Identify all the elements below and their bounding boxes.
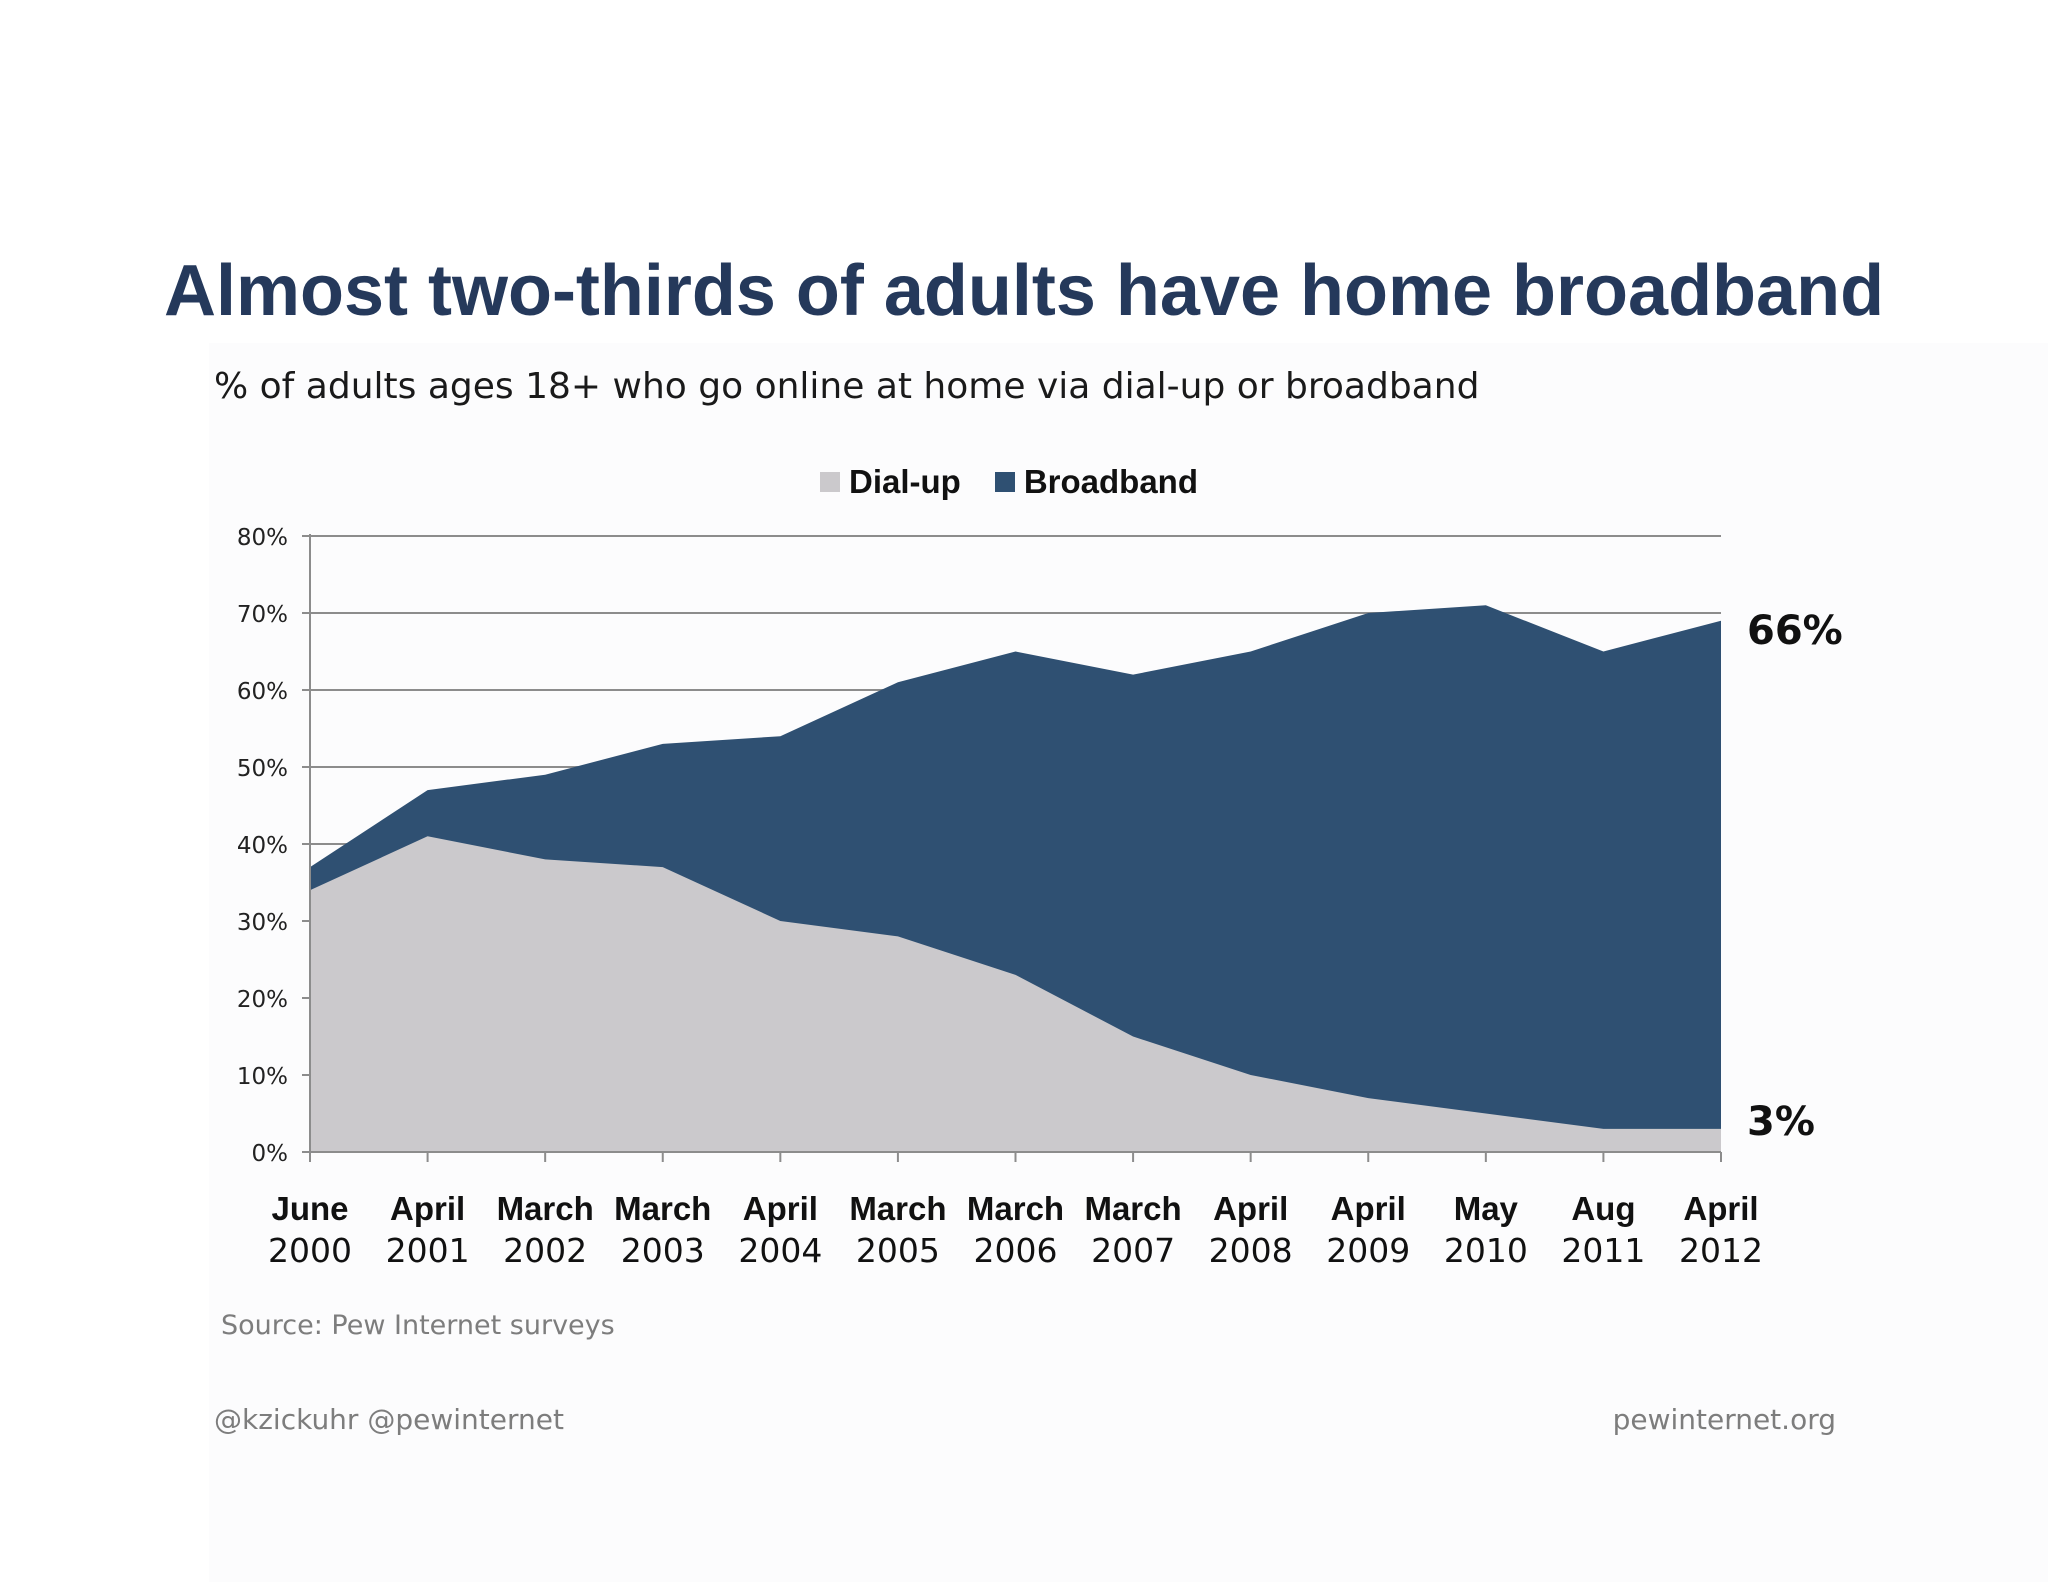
- x-tick-label-year: 2006: [974, 1231, 1058, 1270]
- x-tick-label-month: March: [614, 1190, 711, 1227]
- x-tick-label-month: April: [1213, 1190, 1288, 1227]
- x-tick-label-month: April: [1683, 1190, 1758, 1227]
- x-tick-label-year: 2011: [1561, 1231, 1645, 1270]
- x-tick-label-year: 2005: [856, 1231, 940, 1270]
- x-tick-label-year: 2007: [1091, 1231, 1175, 1270]
- x-tick-label-year: 2012: [1679, 1231, 1763, 1270]
- x-tick-label-year: 2000: [268, 1231, 352, 1270]
- x-tick-label-month: April: [1331, 1190, 1406, 1227]
- y-tick-label: 10%: [237, 1064, 288, 1090]
- x-tick-label-year: 2010: [1444, 1231, 1528, 1270]
- x-tick-label-year: 2004: [738, 1231, 822, 1270]
- annotation-broadband: 66%: [1747, 608, 1843, 654]
- x-tick-label-month: Aug: [1571, 1190, 1635, 1227]
- x-tick-label-year: 2002: [503, 1231, 587, 1270]
- y-tick-label: 20%: [237, 987, 288, 1013]
- site-url: pewinternet.org: [1613, 1403, 1836, 1436]
- x-tick-label-month: April: [390, 1190, 465, 1227]
- x-tick-label-month: March: [497, 1190, 594, 1227]
- x-tick-label-month: May: [1454, 1190, 1519, 1227]
- x-tick-label-year: 2001: [386, 1231, 470, 1270]
- x-tick-label-year: 2009: [1326, 1231, 1410, 1270]
- x-tick-label-month: March: [849, 1190, 946, 1227]
- x-tick-label-year: 2008: [1209, 1231, 1293, 1270]
- source-note: Source: Pew Internet surveys: [221, 1310, 615, 1341]
- x-tick-label-month: June: [271, 1190, 348, 1227]
- x-tick-label-month: March: [967, 1190, 1064, 1227]
- x-tick-label-month: March: [1084, 1190, 1181, 1227]
- annotation-dialup: 3%: [1747, 1099, 1815, 1145]
- y-tick-label: 50%: [237, 756, 288, 782]
- y-tick-label: 0%: [252, 1141, 289, 1167]
- y-tick-label: 60%: [237, 679, 288, 705]
- y-tick-label: 40%: [237, 833, 288, 859]
- x-tick-label-year: 2003: [621, 1231, 705, 1270]
- y-tick-label: 30%: [237, 910, 288, 936]
- y-tick-label: 80%: [237, 525, 288, 551]
- twitter-handles: @kzickuhr @pewinternet: [214, 1403, 564, 1436]
- x-tick-label-month: April: [743, 1190, 818, 1227]
- y-tick-label: 70%: [237, 602, 288, 628]
